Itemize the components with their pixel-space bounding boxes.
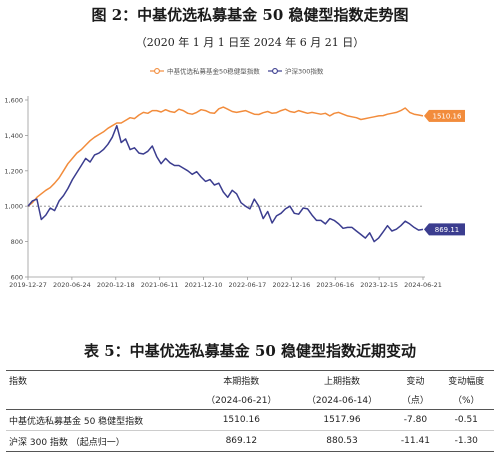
header-cell: 变动 (392, 370, 439, 390)
table-cell: -11.41 (392, 430, 439, 452)
table-cell: -7.80 (392, 409, 439, 431)
table-title: 表 5：中基优选私募基金 50 稳健型指数近期变动 (84, 342, 416, 360)
table-cell: 中基优选私募基金 50 稳健型指数 (6, 409, 191, 431)
end-label: 1510.16 (433, 112, 462, 120)
header-cell (6, 390, 191, 410)
header-cell: 变动幅度 (438, 370, 494, 390)
chart-legend: 中基优选私募基金50稳健型指数 沪深300指数 (150, 66, 324, 75)
end-label-box (429, 223, 465, 236)
header-cell: （%） (438, 390, 494, 410)
x-tick-label: 2020-06-24 (53, 281, 91, 289)
table-row: 沪深 300 指数 （起点归一） 869.12 880.53 -11.41 -1… (6, 430, 494, 452)
end-label-box (429, 109, 465, 122)
y-tick-label: 600 (11, 274, 23, 282)
series-line (27, 106, 424, 207)
table-cell: 880.53 (291, 430, 393, 452)
table-cell: 1510.16 (190, 409, 292, 431)
table-cell: -1.30 (438, 430, 494, 452)
chart-axes: 600 800 1,000 1,200 1,400 1,600 2019-12-27 2020… (4, 96, 442, 289)
legend-label: 沪深300指数 (285, 66, 324, 75)
x-tick-label: 2022-12-16 (272, 281, 310, 289)
x-tick-label: 2020-12-18 (97, 281, 135, 289)
x-tick-label: 2022-06-17 (229, 281, 267, 289)
chart-end-labels: 1510.16 869.11 (424, 109, 465, 236)
table-row: 中基优选私募基金 50 稳健型指数 1510.16 1517.96 -7.80 … (6, 409, 494, 431)
x-tick-label: 2021-12-10 (185, 281, 223, 289)
legend-swatch-marker (154, 68, 160, 74)
table-header-row: 指数 本期指数 上期指数 变动 变动幅度 (6, 370, 494, 390)
header-cell: （2024-06-21） (190, 390, 292, 410)
table-cell: 869.12 (190, 430, 292, 452)
figure-subtitle: （2020 年 1 月 1 日至 2024 年 6 月 21 日） (135, 36, 365, 49)
table-cell: 1517.96 (291, 409, 393, 431)
x-tick-label: 2023-12-15 (360, 281, 398, 289)
end-label-pointer (424, 109, 429, 122)
chart-series (27, 106, 424, 243)
index-change-table: 指数 本期指数 上期指数 变动 变动幅度 （2024-06-21） （2024-… (6, 370, 494, 452)
header-cell: 上期指数 (291, 370, 393, 390)
y-tick-label: 800 (11, 238, 23, 246)
y-tick-label: 1,600 (4, 97, 23, 105)
y-tick-label: 1,200 (4, 167, 23, 175)
header-cell: 指数 (6, 370, 191, 390)
header-cell: （点） (392, 390, 439, 410)
table-cell: -0.51 (438, 409, 494, 431)
end-label: 869.11 (435, 226, 460, 234)
x-tick-label: 2021-06-11 (141, 281, 179, 289)
figure-title: 图 2：中基优选私募基金 50 稳健型指数走势图 (91, 6, 409, 24)
header-cell: （2024-06-14） (291, 390, 393, 410)
header-cell: 本期指数 (190, 370, 292, 390)
x-tick-label: 2024-06-21 (404, 281, 442, 289)
end-label-pointer (424, 223, 429, 236)
x-tick-label: 2019-12-27 (9, 281, 47, 289)
y-tick-label: 1,000 (4, 203, 23, 211)
legend-label: 中基优选私募基金50稳健型指数 (167, 66, 260, 75)
legend-swatch-marker (272, 68, 278, 74)
table-header-row: （2024-06-21） （2024-06-14） （点） （%） (6, 390, 494, 410)
table-cell: 沪深 300 指数 （起点归一） (6, 430, 191, 452)
series-line (27, 124, 424, 243)
line-chart: 中基优选私募基金50稳健型指数 沪深300指数 600 800 1,000 1,200 1… (4, 66, 465, 289)
y-tick-label: 1,400 (4, 132, 23, 140)
x-tick-label: 2023-06-16 (316, 281, 354, 289)
